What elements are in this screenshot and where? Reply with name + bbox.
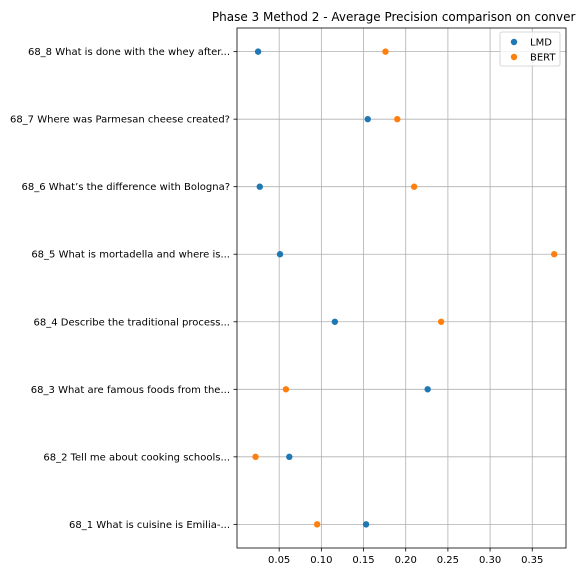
data-point-bert [382,48,389,55]
data-point-lmd [256,183,263,190]
data-point-lmd [254,48,262,55]
x-tick-label: 0.30 [479,555,501,566]
x-tick-label: 0.20 [395,555,417,566]
y-tick-label: 68_2 Tell me about cooking schools... [43,452,230,463]
x-tick-label: 0.15 [352,555,374,566]
data-point-bert [410,183,418,190]
y-tick-label: 68_7 Where was Parmesan cheese created? [10,115,230,126]
data-point-bert [252,453,259,461]
y-tick-label: 68_6 What’s the difference with Bologna? [22,182,230,193]
data-point-lmd [424,386,431,393]
x-tick-label: 0.25 [437,555,459,566]
data-point-bert [282,386,290,393]
grid-lines [237,28,566,548]
y-tick-label: 68_4 Describe the traditional process... [34,317,230,328]
data-point-lmd [331,318,339,325]
x-tick-label: 0.05 [268,555,290,566]
y-tick-label: 68_3 What are famous foods from the... [31,385,230,396]
data-point-bert [437,318,445,325]
data-point-lmd [364,115,371,123]
data-point-lmd [362,521,370,528]
plot-frame [236,27,567,549]
data-point-bert [550,251,558,258]
legend-marker-lmd [510,38,518,46]
y-tick-label: 68_1 What is cuisine is Emilia-... [69,520,230,531]
data-point-lmd [286,453,293,461]
x-tick-label: 0.10 [310,555,332,566]
legend-label-bert: BERT [530,53,556,64]
data-point-lmd [276,251,284,258]
x-tick-label: 0.35 [521,555,543,566]
y-tick-label: 68_8 What is done with the whey after... [28,47,230,58]
data-point-bert [394,115,401,123]
legend-marker-bert [510,53,518,61]
chart-title: Phase 3 Method 2 - Average Precision com… [212,10,576,24]
axes: 0.05 0.10 0.15 0.20 0.25 0.30 0.35 68_1 What is… [10,27,567,566]
legend: LMD BERT [499,31,561,67]
legend-label-lmd: LMD [530,38,552,49]
data-points [252,48,558,528]
y-tick-label: 68_5 What is mortadella and where is... [31,250,230,261]
data-point-bert [313,521,321,528]
